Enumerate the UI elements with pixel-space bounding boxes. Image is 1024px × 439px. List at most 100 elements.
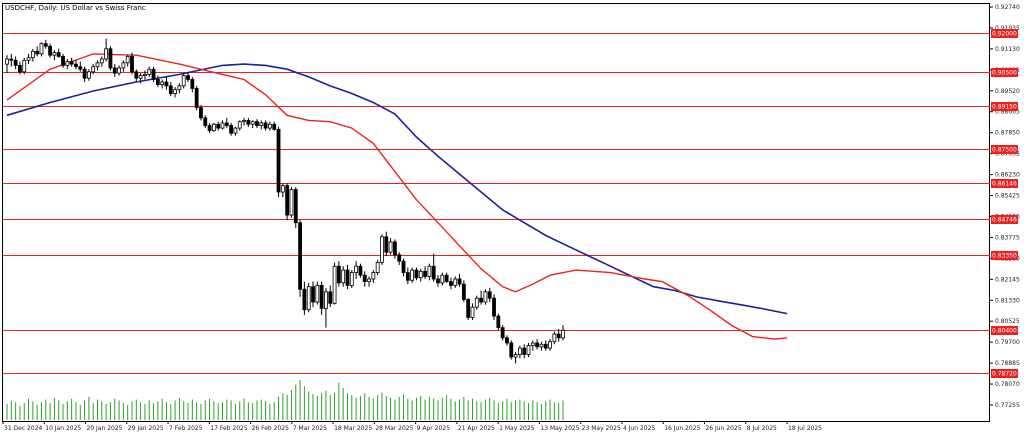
candle-bearish bbox=[449, 281, 453, 286]
candle-bearish bbox=[164, 81, 169, 87]
fast-moving-average-line bbox=[6, 53, 788, 340]
candle-bearish bbox=[423, 270, 427, 277]
y-tick-label: 0.86230 bbox=[995, 172, 1020, 179]
x-tick-label: 13 May 2025 bbox=[540, 425, 579, 432]
candle-bullish bbox=[354, 265, 359, 274]
y-tick-label: 0.88665 bbox=[995, 109, 1020, 116]
y-tick-label: 0.79700 bbox=[995, 339, 1020, 346]
level-tag bbox=[991, 369, 1018, 378]
y-tick-label: 0.78885 bbox=[995, 360, 1020, 367]
candle-bearish bbox=[509, 342, 514, 358]
candle-bearish bbox=[496, 315, 501, 329]
candle-bearish bbox=[505, 337, 509, 344]
candle-bearish bbox=[203, 117, 208, 126]
level-tag-label: 0.80400 bbox=[992, 328, 1017, 335]
moving-averages bbox=[6, 53, 788, 340]
candle-bullish bbox=[380, 236, 384, 263]
candle-bearish bbox=[35, 50, 40, 55]
x-tick-label: 26 Jun 2025 bbox=[705, 425, 741, 432]
level-tag-label: 0.87500 bbox=[992, 147, 1017, 154]
candle-bullish bbox=[177, 85, 182, 91]
candle-bullish bbox=[453, 278, 458, 286]
candle-bullish bbox=[410, 269, 415, 281]
candle-bearish bbox=[414, 269, 419, 279]
candle-bearish bbox=[436, 278, 440, 284]
candle-bearish bbox=[444, 274, 449, 282]
candle-bearish bbox=[18, 64, 22, 73]
x-tick-label: 20 Jan 2025 bbox=[87, 425, 123, 432]
candle-bearish bbox=[130, 56, 134, 73]
candle-bullish bbox=[160, 81, 165, 85]
x-tick-label: 21 Apr 2025 bbox=[458, 425, 495, 432]
candle-bearish bbox=[328, 291, 333, 304]
candle-bearish bbox=[336, 265, 341, 284]
candle-bearish bbox=[285, 185, 290, 216]
candle-bearish bbox=[224, 122, 229, 126]
candle-bearish bbox=[358, 265, 363, 276]
candle-bullish bbox=[86, 71, 91, 79]
x-tick-label: 10 Jan 2025 bbox=[45, 425, 81, 432]
candle-bearish bbox=[384, 236, 389, 253]
candle-bullish bbox=[91, 66, 96, 73]
candle-bearish bbox=[56, 52, 61, 57]
candle-bearish bbox=[487, 291, 492, 299]
candle-bearish bbox=[362, 274, 367, 282]
candle-bullish bbox=[268, 123, 272, 129]
candle-bullish bbox=[233, 127, 238, 134]
x-tick-label: 17 Feb 2025 bbox=[210, 425, 248, 432]
level-tag-label: 0.78720 bbox=[992, 371, 1017, 378]
x-tick-label: 26 Feb 2025 bbox=[252, 425, 290, 432]
candle-bearish bbox=[74, 63, 78, 68]
candle-bullish bbox=[147, 68, 152, 75]
y-tick-label: 0.80525 bbox=[995, 318, 1020, 325]
candle-bullish bbox=[125, 56, 130, 64]
candle-bearish bbox=[108, 48, 113, 69]
level-tag-label: 0.84746 bbox=[992, 217, 1017, 224]
candle-bullish bbox=[242, 120, 246, 123]
candle-bullish bbox=[367, 278, 371, 282]
candle-bullish bbox=[5, 58, 9, 65]
candle-bullish bbox=[483, 291, 488, 303]
volume-bars bbox=[6, 380, 564, 420]
candle-bearish bbox=[298, 222, 302, 290]
candle-bearish bbox=[500, 327, 505, 339]
candle-bullish bbox=[552, 333, 557, 343]
candle-bullish bbox=[211, 123, 216, 132]
candle-bullish bbox=[418, 270, 423, 279]
candle-bearish bbox=[293, 189, 298, 224]
candle-bearish bbox=[466, 299, 471, 318]
candle-bullish bbox=[349, 272, 354, 286]
y-tick-label: 0.91130 bbox=[995, 46, 1020, 53]
candles bbox=[5, 38, 565, 364]
x-tick-label: 4 Jun 2025 bbox=[623, 425, 655, 432]
plot-frame bbox=[2, 3, 990, 422]
candle-bearish bbox=[535, 342, 540, 348]
level-tag-label: 0.89150 bbox=[992, 104, 1017, 111]
candle-bullish bbox=[548, 341, 552, 349]
candle-bullish bbox=[306, 286, 311, 311]
candle-bearish bbox=[543, 343, 548, 349]
candle-bearish bbox=[479, 297, 484, 303]
y-tick-label: 0.82145 bbox=[995, 276, 1020, 283]
level-tag bbox=[991, 102, 1018, 111]
level-tag bbox=[991, 215, 1018, 224]
candle-bullish bbox=[65, 61, 70, 66]
candle-bullish bbox=[517, 347, 522, 355]
candle-bearish bbox=[78, 66, 83, 70]
candle-bullish bbox=[30, 50, 35, 59]
x-axis: 31 Dec 2024 10 Jan 2025 20 Jan 2025 29 Jan … bbox=[2, 421, 822, 432]
candle-bullish bbox=[22, 59, 27, 73]
candle-bearish bbox=[112, 67, 117, 74]
slow-moving-average-line bbox=[6, 63, 788, 315]
candle-bullish bbox=[526, 345, 531, 355]
candle-bullish bbox=[513, 354, 518, 358]
x-tick-label: 16 Jun 2025 bbox=[664, 425, 700, 432]
x-tick-label: 23 May 2025 bbox=[582, 425, 621, 432]
candle-bullish bbox=[315, 285, 320, 303]
x-tick-label: 8 Jul 2025 bbox=[747, 425, 777, 432]
x-tick-label: 29 Jan 2025 bbox=[128, 425, 164, 432]
candle-bullish bbox=[117, 67, 121, 74]
candle-bearish bbox=[272, 123, 277, 130]
candle-bullish bbox=[371, 272, 376, 280]
